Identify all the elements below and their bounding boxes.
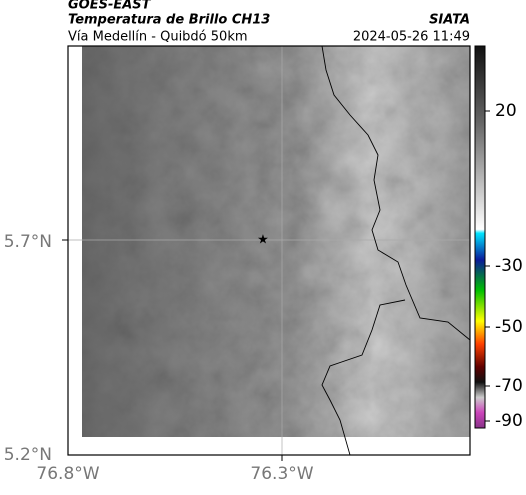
lat-label: 5.7°N [4, 232, 52, 252]
agency: SIATA [429, 13, 470, 28]
location-marker: ★ [257, 233, 269, 248]
colorbar [474, 45, 486, 429]
colorbar-tick-label: -70 [495, 376, 523, 396]
colorbar-tick-label: -90 [495, 411, 523, 431]
colorbar-tick-label: -30 [495, 256, 523, 276]
colorbar-tick-label: -50 [495, 317, 523, 337]
lon-label: 76.3°W [250, 464, 313, 484]
source: GOES-EAST [68, 0, 152, 13]
datetime: 2024-05-26 11:49 [353, 30, 470, 45]
subtitle: Vía Medellín - Quibdó 50km [68, 30, 248, 45]
lon-labels: 76.8°W 76.3°W [36, 455, 314, 484]
satellite-image [82, 46, 470, 437]
colorbar-ticks: 20 -30 -50 -70 -90 [485, 101, 523, 431]
lat-label: 5.2°N [4, 445, 52, 465]
boundaries [321, 45, 471, 456]
map-frame [67, 45, 471, 456]
lat-labels: 5.7°N 5.2°N [4, 232, 68, 465]
colorbar-tick-label: 20 [495, 101, 517, 121]
lon-label: 76.8°W [36, 464, 99, 484]
title: Temperatura de Brillo CH13 [68, 13, 270, 28]
